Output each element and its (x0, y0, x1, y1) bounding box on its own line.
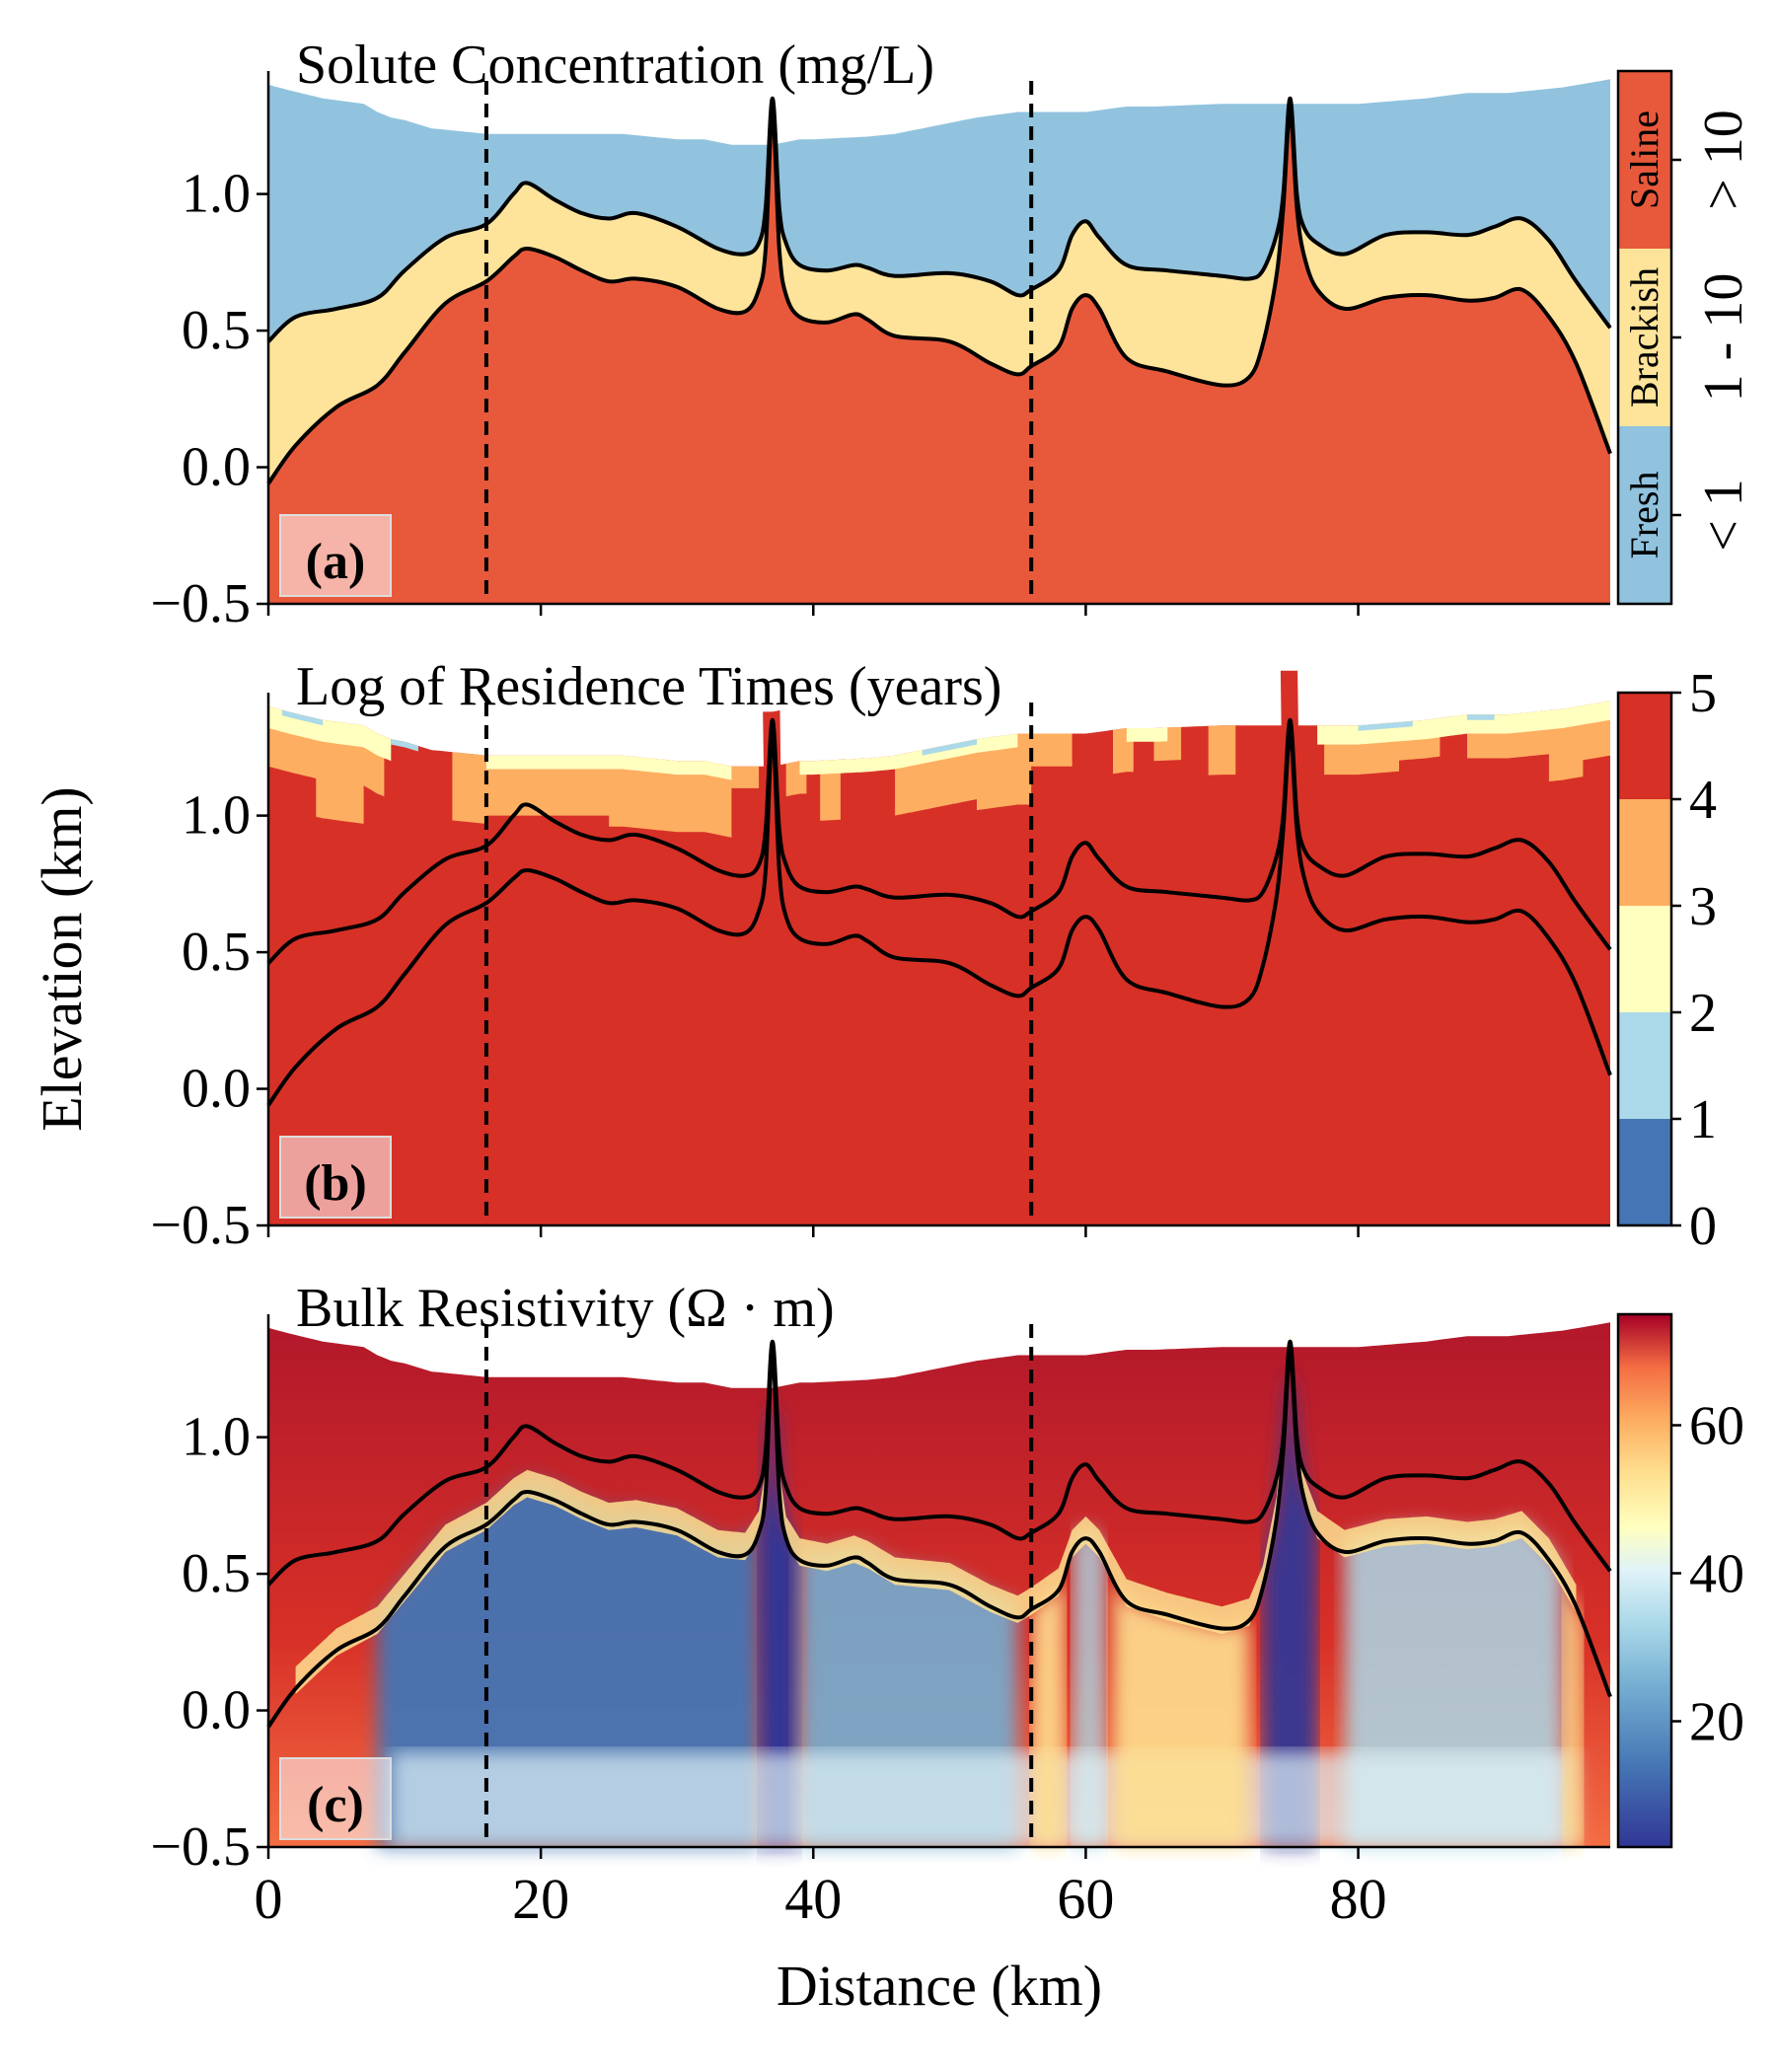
y-tick-label: 0.5 (182, 922, 251, 983)
colorbar-c: 20 40 60 (1616, 1312, 1744, 1849)
colorbar-bin (1618, 906, 1671, 1012)
resistivity-transition-band (295, 1333, 1577, 1694)
resistivity-mid-zone (1562, 1583, 1584, 1847)
colorbar-saline (1618, 71, 1671, 249)
colorbar-brackish-label: Brackish (1622, 267, 1666, 407)
y-ticks: −0.5 0.0 0.5 1.0 (150, 785, 268, 1256)
colorbar-gradient (1618, 1314, 1671, 1847)
saline-zone (268, 111, 1610, 604)
x-tick-label: 60 (1057, 1867, 1114, 1931)
colorbar-tick-label: 40 (1689, 1544, 1744, 1605)
y-tick-label: 0.0 (182, 1059, 251, 1120)
y-tick-label: −0.5 (150, 573, 251, 634)
panel-title: Bulk Resistivity (Ω · m) (296, 1278, 835, 1339)
y-tick-label: 0.5 (182, 300, 251, 361)
resistivity-low-zones (377, 1369, 1584, 1847)
panel-title: Log of Residence Times (years) (296, 656, 1001, 717)
y-tick-label: 0.5 (182, 1543, 251, 1604)
x-ticks (266, 1847, 1360, 1859)
colorbar-a: Fresh Brackish Saline < 1 1 - 10 > 10 (1616, 69, 1754, 606)
panel-label-box (279, 1757, 392, 1840)
upper-interface-line (266, 96, 1612, 343)
panel-title: Solute Concentration (mg/L) (296, 35, 934, 96)
x-ticks (266, 604, 1360, 616)
upper-interface-line (266, 1339, 1612, 1587)
colorbar-brackish (1618, 249, 1671, 426)
lower-interface-line (266, 110, 1612, 485)
colorbar-tick-label: 1 - 10 (1693, 273, 1754, 403)
y-ticks: −0.5 0.0 0.5 1.0 (150, 164, 268, 634)
colorbar-tick-label: 4 (1689, 770, 1717, 831)
x-ticks (266, 1225, 1360, 1237)
colorbar-bin (1618, 1119, 1671, 1225)
colorbar-fresh (1618, 426, 1671, 604)
panel-label: (a) (306, 534, 366, 590)
x-tick-label: 80 (1330, 1867, 1387, 1931)
panel-bulk-resistivity: −0.5 0.0 0.5 1.0 Bulk Resistivity (Ω · m) (… (150, 1278, 1744, 1878)
colorbar-tick-label: 1 (1689, 1089, 1717, 1150)
panel-solute-concentration: −0.5 0.0 0.5 1.0 Solute Concentration (mg/L… (150, 35, 1754, 634)
colorbar-tick-label: 0 (1689, 1196, 1717, 1257)
y-tick-label: −0.5 (150, 1195, 251, 1256)
residence-yellow-band (268, 701, 1610, 780)
colorbar-tick-label: > 10 (1693, 110, 1754, 210)
panel-label-box (279, 514, 392, 597)
colorbar-bin (1618, 1012, 1671, 1119)
colorbar-b: 0 1 2 3 4 5 (1616, 663, 1717, 1257)
panel-residence-times: −0.5 0.0 0.5 1.0 Log of Residence Times (ye… (150, 656, 1717, 1257)
y-tick-label: −0.5 (150, 1816, 251, 1878)
residence-orange-patches (268, 701, 1610, 838)
resistivity-mid-zone (1113, 1576, 1250, 1847)
colorbar-tick-label: 3 (1689, 876, 1717, 937)
colorbar-tick-label: 5 (1689, 663, 1717, 724)
colorbar-tick-label: 20 (1689, 1692, 1744, 1753)
panel-label: (c) (307, 1777, 364, 1833)
colorbar-frame (1616, 1312, 1673, 1849)
x-tick-label: 0 (255, 1867, 283, 1931)
y-tick-label: 1.0 (182, 164, 251, 225)
y-axis-label: Elevation (km) (30, 786, 94, 1132)
x-tick-label: 40 (784, 1867, 842, 1931)
colorbar-tick-label: 2 (1689, 983, 1717, 1044)
lower-interface-line (266, 731, 1612, 1107)
colorbar-bin (1618, 693, 1671, 799)
y-tick-label: 0.0 (182, 1680, 251, 1741)
x-tick-label: 20 (512, 1867, 569, 1931)
colorbar-frame (1616, 691, 1673, 1227)
colorbar-tick-label: 60 (1689, 1396, 1744, 1457)
x-tick-labels: 0 20 40 60 80 (255, 1867, 1387, 1931)
resistivity-bottom-zone (391, 1751, 1577, 1847)
y-ticks: −0.5 0.0 0.5 1.0 (150, 1407, 268, 1878)
x-axis-label: Distance (km) (777, 1954, 1102, 2018)
y-tick-label: 1.0 (182, 1407, 251, 1468)
y-tick-label: 0.0 (182, 437, 251, 498)
panel-label: (b) (304, 1155, 367, 1212)
colorbar-saline-label: Saline (1622, 111, 1666, 209)
panel-label-box (279, 1136, 392, 1219)
colorbar-tick-label: < 1 (1693, 479, 1754, 552)
upper-interface-line (266, 717, 1612, 965)
colorbar-bin (1618, 799, 1671, 906)
y-tick-label: 1.0 (182, 785, 251, 847)
colorbar-fresh-label: Fresh (1622, 472, 1666, 559)
lower-interface-line (266, 1353, 1612, 1729)
resistivity-mid-zone (1031, 1571, 1066, 1847)
resistivity-low-zone (759, 1409, 800, 1847)
